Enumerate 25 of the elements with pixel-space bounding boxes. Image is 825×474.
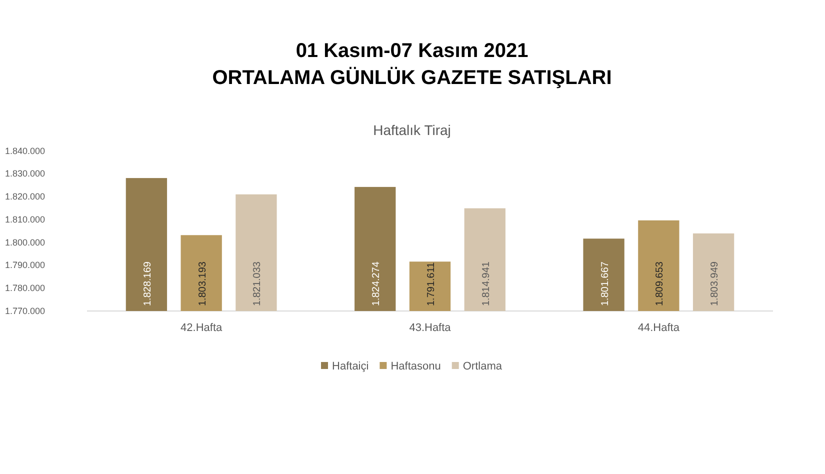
y-tick-label: 1.810.000	[5, 214, 46, 224]
x-tick-label: 43.Hafta	[409, 322, 452, 334]
data-label: 1.809.653	[654, 261, 666, 306]
y-tick-label: 1.840.000	[5, 146, 46, 156]
data-label: 1.828.169	[142, 261, 154, 306]
y-tick-label: 1.780.000	[5, 283, 46, 294]
data-label: 1.803.949	[710, 261, 721, 306]
data-label: 1.814.941	[480, 261, 492, 306]
legend-label: Haftasonu	[390, 360, 441, 372]
y-tick-label: 1.770.000	[5, 306, 46, 316]
legend-label: Haftaiçi	[332, 360, 369, 372]
chart-subtitle: Haftalık Tiraj	[373, 122, 451, 138]
data-label: 1.803.193	[197, 261, 208, 306]
y-tick-label: 1.800.000	[5, 237, 46, 248]
y-tick-label: 1.830.000	[5, 168, 46, 179]
data-label: 1.801.667	[600, 261, 611, 306]
y-tick-label: 1.790.000	[5, 260, 46, 270]
y-tick-label: 1.820.000	[5, 192, 46, 202]
data-label: 1.821.033	[252, 261, 264, 306]
legend-label: Ortlama	[462, 360, 503, 372]
chart-title: 01 Kasım-07 Kasım 2021 ORTALAMA GÜNLÜK GAZETE SATIŞLARI	[212, 40, 612, 89]
data-label: 1.791.611	[426, 262, 437, 306]
x-tick-label: 42.Hafta	[180, 322, 223, 334]
data-label: 1.824.274	[371, 261, 382, 306]
x-tick-label: 44.Hafta	[638, 322, 680, 334]
